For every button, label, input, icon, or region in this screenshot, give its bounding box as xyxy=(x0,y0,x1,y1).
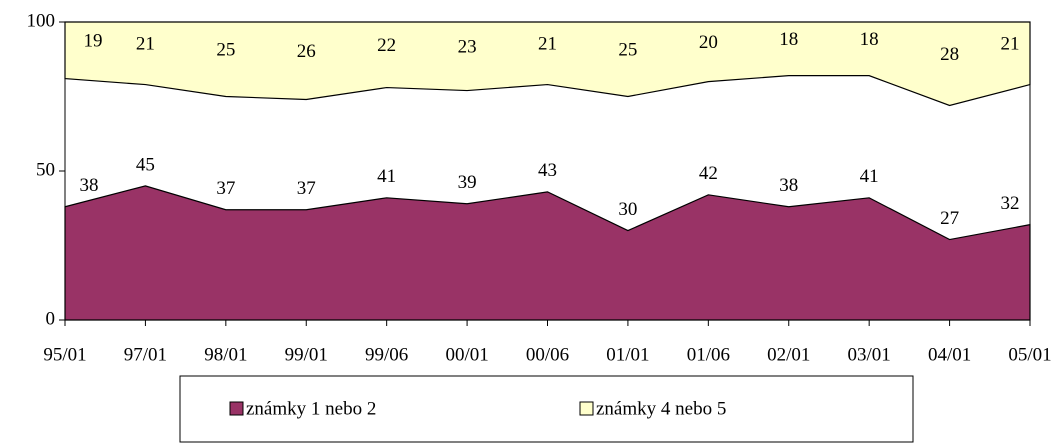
x-tick-label: 05/01 xyxy=(1008,344,1051,365)
data-label: 41 xyxy=(860,166,879,187)
data-label: 37 xyxy=(216,178,235,199)
data-label: 38 xyxy=(80,175,99,196)
data-label: 39 xyxy=(458,172,477,193)
data-label: 18 xyxy=(779,29,798,50)
data-label: 37 xyxy=(297,178,316,199)
x-tick-label: 00/01 xyxy=(445,344,488,365)
x-tick-label: 95/01 xyxy=(43,344,86,365)
x-tick-label: 99/01 xyxy=(285,344,328,365)
x-tick-label: 00/06 xyxy=(526,344,569,365)
data-label: 30 xyxy=(618,199,637,220)
x-tick-label: 03/01 xyxy=(848,344,891,365)
x-tick-label: 99/06 xyxy=(365,344,408,365)
legend-label: známky 1 nebo 2 xyxy=(246,398,376,419)
data-label: 19 xyxy=(84,31,103,52)
legend-label: známky 4 nebo 5 xyxy=(596,398,726,419)
data-label: 26 xyxy=(297,41,316,62)
data-label: 27 xyxy=(940,208,959,229)
data-label: 21 xyxy=(538,34,557,55)
x-tick-label: 04/01 xyxy=(928,344,971,365)
data-label: 32 xyxy=(1001,193,1020,214)
data-label: 28 xyxy=(940,44,959,65)
data-label: 20 xyxy=(699,32,718,53)
y-tick-label: 50 xyxy=(36,159,55,180)
data-label: 38 xyxy=(779,175,798,196)
y-tick-label: 100 xyxy=(27,10,56,31)
data-label: 25 xyxy=(216,40,235,61)
data-label: 25 xyxy=(618,40,637,61)
x-tick-label: 98/01 xyxy=(204,344,247,365)
data-label: 18 xyxy=(860,29,879,50)
legend-swatch xyxy=(579,401,594,416)
data-label: 23 xyxy=(458,37,477,58)
data-label: 21 xyxy=(136,34,155,55)
area xyxy=(64,21,1031,107)
legend-swatch xyxy=(229,401,244,416)
x-tick-label: 97/01 xyxy=(124,344,167,365)
data-label: 41 xyxy=(377,166,396,187)
data-label: 43 xyxy=(538,160,557,181)
data-label: 45 xyxy=(136,154,155,175)
legend xyxy=(179,375,914,443)
area xyxy=(64,185,1031,321)
data-label: 42 xyxy=(699,163,718,184)
data-label: 22 xyxy=(377,35,396,56)
y-tick-label: 0 xyxy=(46,308,56,329)
x-tick-label: 02/01 xyxy=(767,344,810,365)
x-tick-label: 01/01 xyxy=(606,344,649,365)
x-tick-label: 01/06 xyxy=(687,344,730,365)
data-label: 21 xyxy=(1001,34,1020,55)
